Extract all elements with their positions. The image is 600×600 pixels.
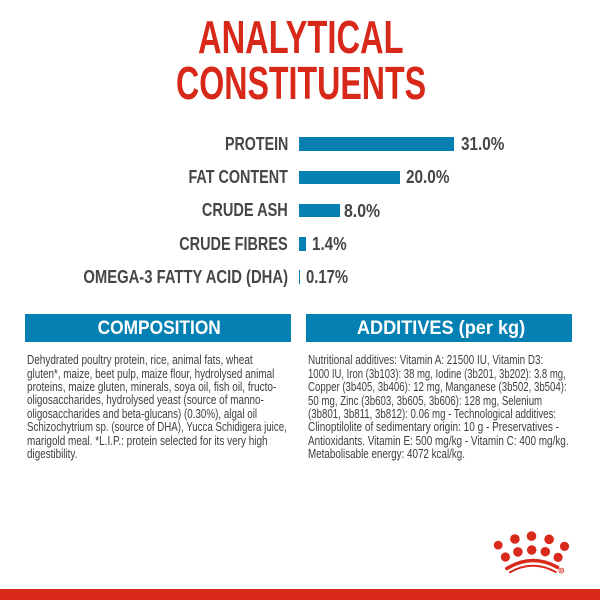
svg-text:R: R xyxy=(560,568,563,573)
